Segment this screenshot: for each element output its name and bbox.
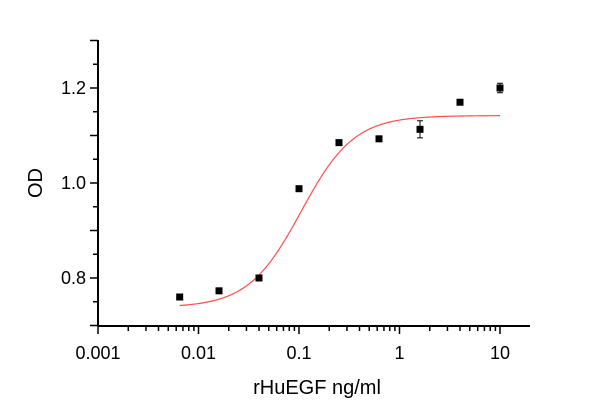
data-point xyxy=(215,287,223,295)
y-tick-label: 0.8 xyxy=(61,268,86,288)
data-point xyxy=(335,139,343,147)
data-point xyxy=(176,293,184,301)
x-tick-label: 0.001 xyxy=(75,343,120,363)
y-tick-label: 1.0 xyxy=(61,173,86,193)
x-tick-label: 10 xyxy=(490,343,510,363)
data-point xyxy=(496,84,504,92)
data-point xyxy=(375,135,383,143)
x-tick-label: 1 xyxy=(394,343,404,363)
x-tick-label: 0.01 xyxy=(181,343,216,363)
data-point xyxy=(295,185,303,193)
y-axis-title: OD xyxy=(25,168,47,198)
data-point xyxy=(456,98,464,106)
plot-area xyxy=(176,82,504,307)
data-point xyxy=(255,274,263,282)
axes: rHuEGF ng/ml OD 0.8 1.0 1.2 0.001 0.01 0.1 1 10 xyxy=(25,39,530,399)
x-axis-title: rHuEGF ng/ml xyxy=(253,377,381,399)
y-tick-label: 1.2 xyxy=(61,78,86,98)
fit-curve xyxy=(179,115,501,307)
x-tick-label: 0.1 xyxy=(286,343,311,363)
data-point xyxy=(416,125,424,133)
